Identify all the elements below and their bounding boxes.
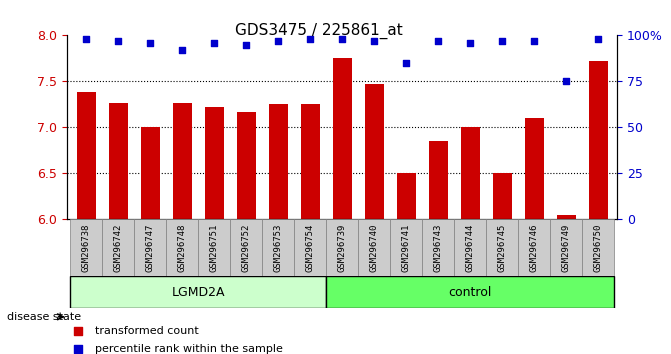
Text: GSM296741: GSM296741 <box>402 224 411 272</box>
FancyBboxPatch shape <box>454 219 486 276</box>
Bar <box>109 103 128 219</box>
Bar <box>493 173 512 219</box>
Point <box>337 36 348 42</box>
Bar <box>76 92 96 219</box>
Text: GSM296739: GSM296739 <box>338 224 347 272</box>
Bar <box>397 173 416 219</box>
Point <box>145 40 156 46</box>
FancyBboxPatch shape <box>230 219 262 276</box>
Bar <box>268 104 288 219</box>
Text: GSM296748: GSM296748 <box>178 224 187 272</box>
Text: GSM296738: GSM296738 <box>82 224 91 272</box>
Text: GSM296745: GSM296745 <box>498 224 507 272</box>
Point <box>113 38 123 44</box>
FancyBboxPatch shape <box>294 219 326 276</box>
FancyBboxPatch shape <box>518 219 550 276</box>
Bar <box>205 107 224 219</box>
Point <box>209 40 219 46</box>
Point <box>305 36 315 42</box>
Point <box>369 38 380 44</box>
Text: percentile rank within the sample: percentile rank within the sample <box>95 344 282 354</box>
Bar <box>429 141 448 219</box>
Text: GSM296743: GSM296743 <box>433 224 443 272</box>
FancyBboxPatch shape <box>262 219 294 276</box>
Point <box>401 60 411 66</box>
Bar <box>525 118 544 219</box>
Point <box>241 42 252 47</box>
Text: GSM296751: GSM296751 <box>210 224 219 272</box>
Text: GSM296754: GSM296754 <box>306 224 315 272</box>
Point <box>81 36 92 42</box>
Point <box>437 285 448 291</box>
FancyBboxPatch shape <box>422 219 454 276</box>
Bar <box>237 112 256 219</box>
Text: disease state: disease state <box>7 312 81 322</box>
FancyBboxPatch shape <box>550 219 582 276</box>
Text: GSM296752: GSM296752 <box>242 224 251 272</box>
FancyBboxPatch shape <box>134 219 166 276</box>
Bar <box>301 104 320 219</box>
FancyBboxPatch shape <box>358 219 391 276</box>
FancyBboxPatch shape <box>326 276 614 308</box>
FancyBboxPatch shape <box>486 219 518 276</box>
Text: GSM296740: GSM296740 <box>370 224 378 272</box>
FancyBboxPatch shape <box>166 219 198 276</box>
Text: GSM296746: GSM296746 <box>529 224 539 272</box>
Bar <box>141 127 160 219</box>
Text: GSM296742: GSM296742 <box>114 224 123 272</box>
Point <box>465 40 476 46</box>
FancyBboxPatch shape <box>102 219 134 276</box>
Text: GSM296750: GSM296750 <box>594 224 603 272</box>
Text: control: control <box>448 286 492 298</box>
Bar <box>588 61 608 219</box>
Point <box>497 38 507 44</box>
FancyBboxPatch shape <box>391 219 422 276</box>
Text: transformed count: transformed count <box>95 326 199 336</box>
Bar <box>172 103 192 219</box>
Point <box>273 38 284 44</box>
FancyBboxPatch shape <box>70 276 326 308</box>
Text: GSM296749: GSM296749 <box>562 224 570 272</box>
FancyBboxPatch shape <box>582 219 614 276</box>
Point <box>433 38 444 44</box>
Text: GDS3475 / 225861_at: GDS3475 / 225861_at <box>235 23 403 39</box>
FancyBboxPatch shape <box>326 219 358 276</box>
Bar <box>333 58 352 219</box>
Point <box>529 38 539 44</box>
Text: GSM296753: GSM296753 <box>274 224 282 272</box>
Point <box>592 36 603 42</box>
Point <box>437 124 448 130</box>
Point <box>561 79 572 84</box>
Text: GSM296747: GSM296747 <box>146 224 155 272</box>
Bar <box>460 127 480 219</box>
Bar <box>556 215 576 219</box>
FancyBboxPatch shape <box>198 219 230 276</box>
Point <box>177 47 188 53</box>
FancyBboxPatch shape <box>70 219 102 276</box>
Text: GSM296744: GSM296744 <box>466 224 474 272</box>
Text: LGMD2A: LGMD2A <box>172 286 225 298</box>
Bar <box>364 84 384 219</box>
